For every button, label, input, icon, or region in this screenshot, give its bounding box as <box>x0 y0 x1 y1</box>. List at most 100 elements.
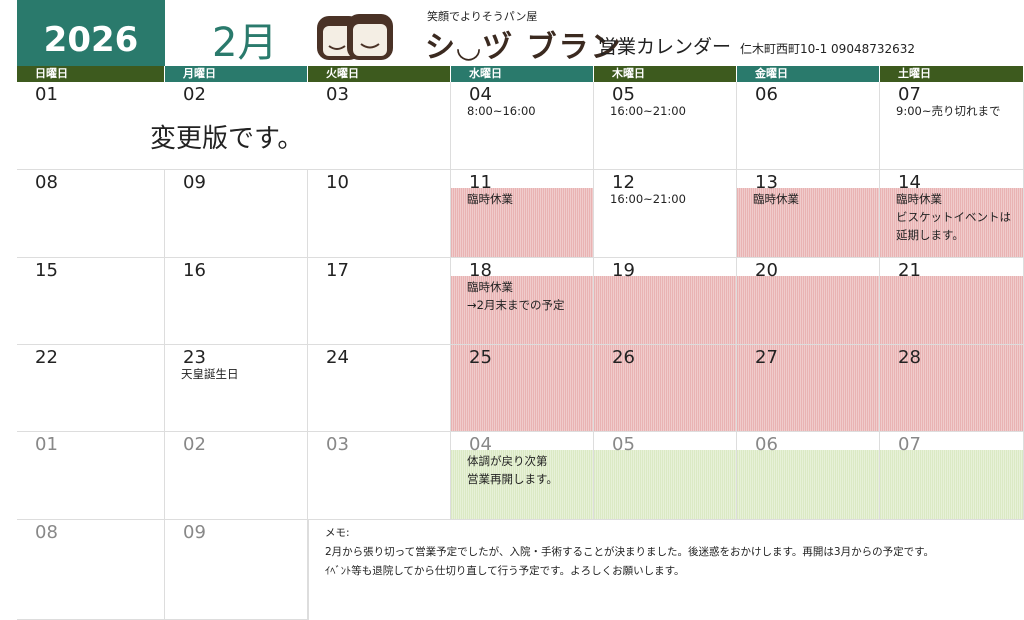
day-note: 16:00~21:00 <box>610 192 686 206</box>
status-fill <box>737 345 879 431</box>
weekday-header: 木曜日 <box>594 66 736 82</box>
calendar-day-cell[interactable]: 21 <box>880 258 1024 345</box>
status-fill <box>594 450 736 519</box>
calendar-day-cell[interactable]: 02 <box>165 432 308 520</box>
calendar-day-cell[interactable]: 06 <box>737 82 880 170</box>
day-number: 25 <box>469 347 492 368</box>
day-number: 05 <box>612 434 635 455</box>
weekday-header: 土曜日 <box>880 66 1023 82</box>
memo-line: 2月から張り切って営業予定でしたが、入院・手術することが決まりました。後迷惑をお… <box>325 546 935 558</box>
day-number: 01 <box>35 434 58 455</box>
calendar-day-cell[interactable]: 26 <box>594 345 737 432</box>
calendar-day-cell[interactable]: 03 <box>308 82 451 170</box>
status-fill <box>880 345 1023 431</box>
day-number: 07 <box>898 434 921 455</box>
status-fill <box>880 276 1023 344</box>
day-number: 05 <box>612 84 635 105</box>
memo-label: メモ: <box>325 527 350 539</box>
day-number: 08 <box>35 172 58 193</box>
day-number: 09 <box>183 172 206 193</box>
day-number: 23 <box>183 347 206 368</box>
calendar-day-cell[interactable]: 15 <box>17 258 165 345</box>
calendar-day-cell[interactable]: 08 <box>17 520 165 620</box>
day-number: 13 <box>755 172 778 193</box>
calendar-day-cell[interactable]: 05 <box>594 432 737 520</box>
calendar-day-cell[interactable]: 12 16:00~21:00 <box>594 170 737 258</box>
day-note: 臨時休業 →2月末までの予定 <box>467 280 565 312</box>
calendar-day-cell[interactable]: 20 <box>737 258 880 345</box>
shop-name: シ◡ヅ ブラン <box>425 30 623 65</box>
status-fill <box>594 345 736 431</box>
calendar-day-cell[interactable]: 11 臨時休業 <box>451 170 594 258</box>
calendar-day-cell[interactable]: 13 臨時休業 <box>737 170 880 258</box>
calendar-day-cell[interactable]: 17 <box>308 258 451 345</box>
day-number: 28 <box>898 347 921 368</box>
calendar-day-cell[interactable]: 10 <box>308 170 451 258</box>
day-number: 14 <box>898 172 921 193</box>
calendar-day-cell[interactable]: 08 <box>17 170 165 258</box>
day-number: 11 <box>469 172 492 193</box>
day-number: 26 <box>612 347 635 368</box>
bread-logo-icon <box>317 14 393 60</box>
memo-line: ｲﾍﾞﾝﾄ等も退院してから仕切り直して行う予定です。よろしくお願いします。 <box>325 565 685 577</box>
calendar-day-cell[interactable]: 07 <box>880 432 1024 520</box>
day-number: 04 <box>469 84 492 105</box>
day-number: 10 <box>326 172 349 193</box>
month-label: 2月 <box>212 20 278 66</box>
calendar-day-cell[interactable]: 03 <box>308 432 451 520</box>
day-note: 体調が戻り次第 営業再開します。 <box>467 454 558 486</box>
calendar-day-cell[interactable]: 27 <box>737 345 880 432</box>
calendar-title: 営業カレンダー <box>598 36 732 58</box>
day-note: 16:00~21:00 <box>610 104 686 118</box>
day-number: 18 <box>469 260 492 281</box>
calendar-day-cell[interactable]: 14 臨時休業 ビスケットイベントは 延期します。 <box>880 170 1024 258</box>
year-label: 2026 <box>17 0 165 66</box>
calendar-day-cell[interactable]: 01 <box>17 432 165 520</box>
calendar-day-cell[interactable]: 23 天皇誕生日 <box>165 345 308 432</box>
calendar-day-cell[interactable]: 07 9:00~売り切れまで <box>880 82 1024 170</box>
calendar-day-cell[interactable]: 04 体調が戻り次第 営業再開します。 <box>451 432 594 520</box>
calendar-day-cell[interactable]: 05 16:00~21:00 <box>594 82 737 170</box>
calendar-day-cell[interactable]: 06 <box>737 432 880 520</box>
calendar-day-cell[interactable]: 25 <box>451 345 594 432</box>
calendar-day-cell[interactable]: 19 <box>594 258 737 345</box>
day-note: 天皇誕生日 <box>181 367 239 381</box>
calendar-day-cell[interactable]: 02 <box>165 82 308 170</box>
day-number: 06 <box>755 84 778 105</box>
address-phone: 仁木町西町10-1 09048732632 <box>740 42 916 56</box>
day-note: 臨時休業 <box>467 192 513 206</box>
day-number: 20 <box>755 260 778 281</box>
calendar-day-cell[interactable]: 24 <box>308 345 451 432</box>
day-number: 01 <box>35 84 58 105</box>
day-number: 12 <box>612 172 635 193</box>
weekday-header: 火曜日 <box>308 66 450 82</box>
calendar-day-cell[interactable]: 09 <box>165 520 308 620</box>
calendar-day-cell[interactable]: 22 <box>17 345 165 432</box>
status-fill <box>451 276 593 344</box>
status-fill <box>451 188 593 257</box>
day-number: 06 <box>755 434 778 455</box>
calendar-day-cell[interactable]: 18 臨時休業 →2月末までの予定 <box>451 258 594 345</box>
memo-area <box>308 520 1024 620</box>
calendar-day-cell[interactable]: 16 <box>165 258 308 345</box>
day-number: 07 <box>898 84 921 105</box>
weekday-header: 月曜日 <box>165 66 307 82</box>
day-number: 09 <box>183 522 206 543</box>
calendar-day-cell[interactable]: 04 8:00~16:00 <box>451 82 594 170</box>
status-fill <box>880 450 1023 519</box>
calendar-day-cell[interactable]: 01 <box>17 82 165 170</box>
weekday-header: 日曜日 <box>17 66 164 82</box>
day-number: 02 <box>183 84 206 105</box>
day-number: 15 <box>35 260 58 281</box>
status-fill <box>737 276 879 344</box>
status-fill <box>737 188 879 257</box>
day-number: 04 <box>469 434 492 455</box>
calendar-day-cell[interactable]: 09 <box>165 170 308 258</box>
weekday-header: 水曜日 <box>451 66 593 82</box>
day-note: 臨時休業 ビスケットイベントは 延期します。 <box>896 192 1011 242</box>
calendar-day-cell[interactable]: 28 <box>880 345 1024 432</box>
status-fill <box>594 276 736 344</box>
day-number: 03 <box>326 434 349 455</box>
day-note: 臨時休業 <box>753 192 799 206</box>
day-number: 16 <box>183 260 206 281</box>
